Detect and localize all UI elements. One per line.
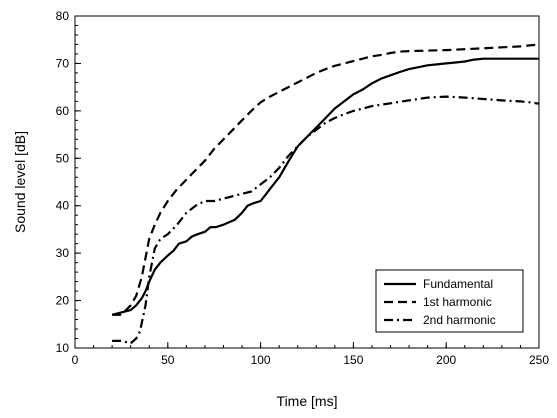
legend-label-3: 2nd harmonic	[423, 313, 496, 327]
y-tick-label: 30	[56, 246, 70, 260]
x-tick-label: 150	[343, 353, 363, 367]
plot-frame	[74, 15, 540, 349]
x-tick-label: 0	[72, 353, 79, 367]
x-tick-labels: 0 50 100 150 200 250	[72, 353, 550, 367]
x-tick-label: 200	[436, 353, 456, 367]
y-axis-label: Sound level [dB]	[12, 131, 28, 233]
legend-box	[375, 269, 524, 333]
series-line-3	[112, 95, 540, 345]
y-tick-label: 50	[56, 151, 70, 165]
legend-label-1: Fundamental	[423, 277, 493, 291]
y-tick-label: 80	[56, 9, 70, 23]
series-line-1	[111, 57, 539, 316]
y-tick-label: 60	[56, 104, 70, 118]
legend-entries: Fundamental 1st harmonic 2nd harmonic	[384, 277, 496, 327]
x-tick-label: 50	[161, 353, 175, 367]
y-tick-label: 10	[56, 341, 70, 355]
x-tick-label: 100	[251, 353, 271, 367]
legend-label-2: 1st harmonic	[423, 295, 492, 309]
legend: Fundamental 1st harmonic 2nd harmonic	[375, 269, 524, 333]
y-tick-label: 20	[56, 294, 70, 308]
y-tick-labels: 10 20 30 40 50 60 70 80	[56, 9, 70, 355]
series-line-2	[112, 43, 540, 316]
y-tick-label: 70	[56, 56, 70, 70]
y-tick-label: 40	[56, 199, 70, 213]
x-axis-label: Time [ms]	[277, 393, 338, 409]
series-layer	[111, 43, 540, 345]
x-tick-label: 250	[529, 353, 549, 367]
